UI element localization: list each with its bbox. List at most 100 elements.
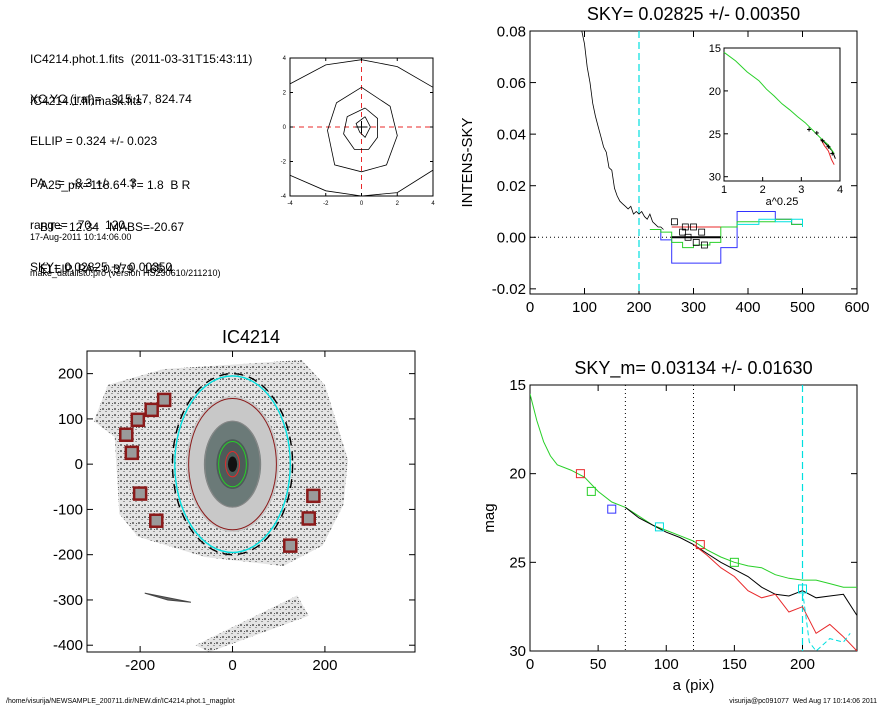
- y-tick-label: 0.00: [497, 230, 526, 247]
- footer-right: visurija@pc091077 Wed Aug 17 10:14:06 20…: [729, 698, 877, 705]
- inset-x-tick-label: 4: [837, 184, 843, 196]
- x-tick-label: -200: [125, 657, 155, 674]
- mag-square-marker: [575, 469, 585, 479]
- inset-frame: [723, 47, 841, 182]
- header-line: BT= 12.34 MABS=-20.67: [40, 220, 185, 234]
- mag-square-marker: [798, 584, 807, 594]
- contour-line: [343, 107, 378, 150]
- x-tick-label: 0: [228, 657, 236, 674]
- header-line: range= 70.- 120.: [30, 218, 129, 232]
- header-block-3: A25_pix=118.6 T= 1.8 B R BT= 12.34 MABS=…: [40, 150, 190, 290]
- masked-star-box: [306, 488, 321, 504]
- masked-star-box: [149, 513, 164, 528]
- y-tick-label: 0.08: [497, 23, 526, 40]
- contour-line: [355, 116, 371, 138]
- inset-green-line: [723, 51, 835, 154]
- masked-star-box: [132, 486, 148, 501]
- inset-y-tick-label: 15: [709, 43, 721, 55]
- inset-x-tick-label: 2: [760, 184, 766, 196]
- mag-square-marker: [654, 522, 664, 532]
- header-line: IC4214.phot.1.fits (2011-03-31T15:43:11): [30, 52, 253, 66]
- inset-y-tick-label: 30: [709, 172, 721, 184]
- sky-ylabel: INTENS-SKY: [459, 117, 476, 207]
- masked-star-box: [144, 402, 159, 418]
- isophote-ellipse-cyan: [174, 375, 291, 554]
- masked-star-box: [283, 538, 298, 553]
- isophote-ellipse-red: [225, 450, 240, 478]
- isophote-ellipse-maroon: [188, 398, 277, 531]
- mag-square-marker: [729, 557, 739, 567]
- contour-line: [289, 169, 434, 197]
- mag-series-red: [693, 544, 857, 651]
- y-tick-label: 4: [283, 56, 287, 62]
- inset-y-tick-label: 20: [709, 86, 721, 98]
- masked-star-box: [130, 412, 146, 428]
- y-tick-label: 200: [58, 366, 83, 383]
- x-tick-label: 0: [360, 201, 364, 207]
- y-tick-label: 30: [509, 643, 526, 660]
- x-tick-label: 600: [844, 299, 869, 316]
- sky-square-marker: [701, 241, 708, 249]
- sky-square-marker: [690, 223, 697, 231]
- inset-x-tick-label: 3: [798, 184, 804, 196]
- y-tick-label: -0.02: [492, 281, 526, 298]
- header-line: A25_pix=118.6 T= 1.8 B R: [40, 178, 191, 192]
- image-artifact: [144, 592, 192, 603]
- x-tick-label: -4: [287, 201, 293, 207]
- mag-square-marker: [695, 540, 705, 550]
- y-tick-label: -2: [281, 160, 287, 166]
- header-line: PA = -8.3 +/- 4.3: [30, 176, 137, 190]
- inset-red-line: [820, 138, 835, 165]
- x-tick-label: 0: [526, 299, 534, 316]
- sky-square-marker: [698, 228, 706, 236]
- y-tick-label: 20: [509, 466, 526, 483]
- mag-title: SKY_m= 0.03134 +/- 0.01630: [574, 358, 812, 379]
- y-tick-label: -200: [53, 547, 83, 564]
- sky-step-series-green: [649, 218, 803, 249]
- inset-x-tick-label: 1: [721, 184, 727, 196]
- header-line: make_datalist0.pro (version HS230610/211…: [30, 268, 221, 278]
- x-tick-label: 200: [312, 657, 337, 674]
- mag-series-black: [625, 507, 857, 616]
- mag-series-layer: [530, 393, 857, 651]
- masked-star-box: [119, 427, 134, 442]
- y-tick-label: 2: [283, 91, 287, 97]
- header-line: SKY= 0.02825 +/- 0.00350: [30, 260, 173, 274]
- header-line: ELLIP, PA= 0.379 165.4: [40, 262, 174, 276]
- y-tick-label: 0: [75, 456, 83, 473]
- y-tick-label: 0.06: [497, 75, 526, 92]
- header-block-2: XC,YC (iraf)= 315.17, 824.74 ELLIP = 0.3…: [30, 64, 192, 288]
- header-line: 17-Aug-2011 10:14:06.00: [30, 232, 132, 242]
- image-frame: [86, 350, 416, 653]
- header-line: ELLIP = 0.324 +/- 0.023: [30, 134, 158, 148]
- header-block-1: IC4214.phot.1.fits (2011-03-31T15:43:11)…: [30, 24, 252, 122]
- sky-square-marker: [681, 223, 689, 231]
- y-tick-label: 15: [509, 377, 526, 394]
- mag-square-marker: [607, 504, 617, 514]
- x-tick-label: 150: [722, 656, 747, 673]
- image-layer: [93, 360, 349, 652]
- mag-ylabel: mag: [481, 503, 498, 532]
- x-tick-label: 4: [431, 201, 435, 207]
- inset-xlabel: a^0.25: [766, 196, 799, 208]
- y-tick-label: -300: [53, 592, 83, 609]
- mag-xlabel: a (pix): [673, 677, 715, 694]
- y-tick-label: -100: [53, 501, 83, 518]
- inset-y-tick-label: 25: [709, 129, 721, 141]
- header-block-4: 17-Aug-2011 10:14:06.00 make_datalist0.p…: [30, 207, 220, 291]
- y-tick-label: 100: [58, 411, 83, 428]
- x-tick-label: 0: [526, 656, 534, 673]
- x-tick-label: 200: [790, 656, 815, 673]
- sky-square-marker: [692, 239, 700, 246]
- x-tick-label: 2: [396, 201, 400, 207]
- x-tick-label: 300: [681, 299, 706, 316]
- image-strip: [195, 595, 309, 652]
- sky-profile-line: [581, 30, 664, 230]
- x-tick-label: 100: [572, 299, 597, 316]
- x-tick-label: 500: [790, 299, 815, 316]
- y-tick-label: 0: [283, 125, 287, 131]
- isophote-ellipse-green: [218, 441, 247, 488]
- mag-series-cyan: [802, 590, 851, 651]
- sky-step-series-cyan: [737, 218, 803, 227]
